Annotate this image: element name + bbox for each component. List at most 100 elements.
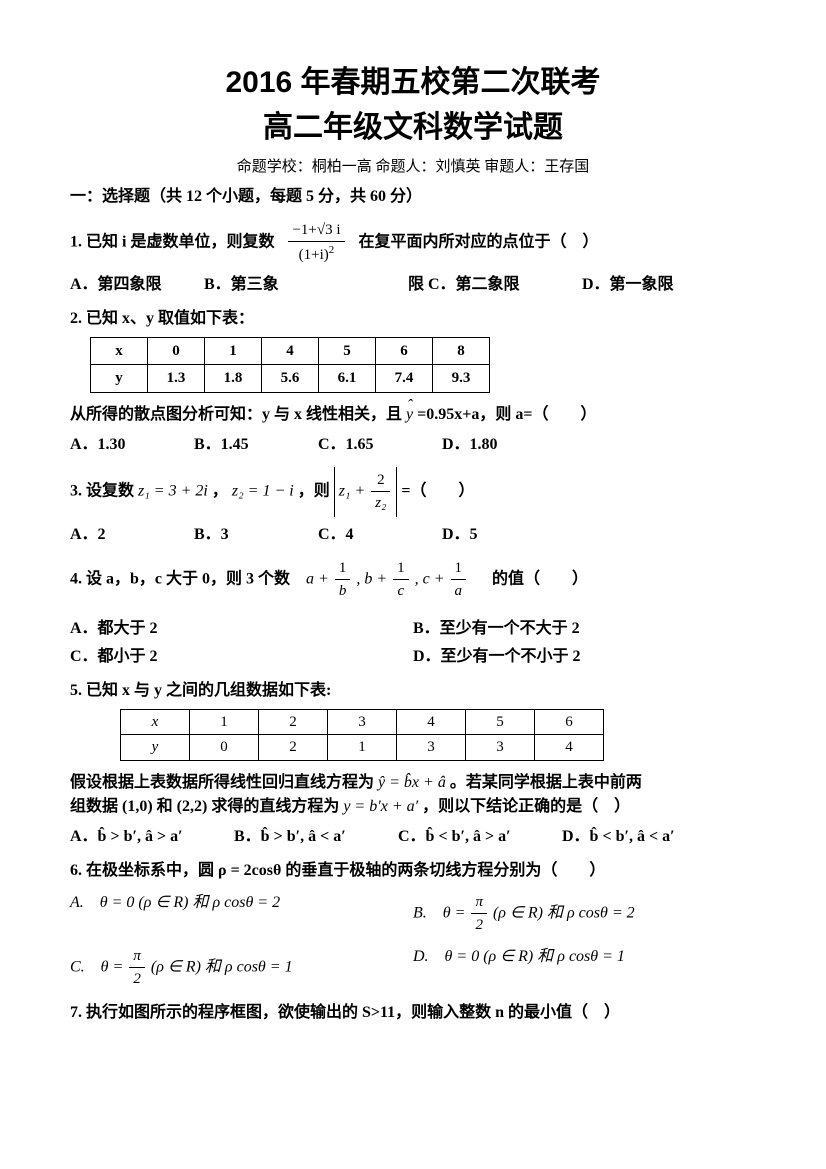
q2-table: x 0 1 4 5 6 8 y 1.3 1.8 5.6 6.1 7.4 9.3 [90, 337, 490, 393]
q2-opt-c: C．1.65 [318, 433, 438, 457]
question-1: 1. 已知 i 是虚数单位，则复数 −1+√3 i (1+i)2 在复平面内所对… [70, 219, 756, 267]
cell: 5.6 [262, 365, 319, 393]
q4-c: , c + [415, 570, 445, 587]
q2-opt-b: B．1.45 [194, 433, 314, 457]
q3-abs-num: 2 [371, 469, 390, 493]
table-row: x 0 1 4 5 6 8 [91, 337, 490, 365]
q2-opt-a: A．1.30 [70, 433, 190, 457]
cell: 1 [190, 709, 259, 735]
q4-f1d: b [339, 583, 347, 599]
q4-options-row2: C．都小于 2 D．至少有一个不小于 2 [70, 645, 756, 669]
q3-abs-den: z₂ [375, 495, 386, 511]
table-row: y 1.3 1.8 5.6 6.1 7.4 9.3 [91, 365, 490, 393]
q2-options: A．1.30 B．1.45 C．1.65 D．1.80 [70, 433, 756, 457]
q1-opt-b: B．第三象 [204, 273, 404, 297]
q1-post: 在复平面内所对应的点位于（ ） [359, 233, 599, 250]
q6-b-num: π [471, 891, 487, 915]
q5-table: x 1 2 3 4 5 6 y 0 2 1 3 3 4 [120, 709, 604, 761]
table-row: x 1 2 3 4 5 6 [121, 709, 604, 735]
cell: 0 [190, 735, 259, 761]
q5-opt-c: C．b̂ < b′, â > a′ [398, 825, 558, 849]
q3-options: A．2 B．3 C．4 D．5 [70, 523, 756, 547]
q4-pre: 4. 设 a，b，c 大于 0，则 3 个数 [70, 570, 290, 587]
q3-opt-a: A．2 [70, 523, 190, 547]
q3-opt-b: B．3 [194, 523, 314, 547]
q1-den: (1+i) [299, 247, 329, 263]
q3-opt-d: D．5 [442, 523, 478, 547]
q6-opt-d: D. θ = 0 (ρ ∈ R) 和 ρ cosθ = 1 [413, 945, 756, 991]
q6-opt-b: B. θ = π2 (ρ ∈ R) 和 ρ cosθ = 2 [413, 891, 756, 937]
q4-f3n: 1 [451, 557, 467, 581]
q6-c-den: 2 [129, 968, 145, 991]
q6-b-post: (ρ ∈ R) 和 ρ cosθ = 2 [493, 904, 635, 921]
q3-z1: z₁ = 3 + 2i [138, 482, 208, 499]
question-7: 7. 执行如图所示的程序框图，欲使输出的 S>11，则输入整数 n 的最小值（ … [70, 1001, 756, 1025]
section-1-heading: 一：选择题（共 12 个小题，每题 5 分，共 60 分） [70, 185, 756, 209]
table-row: y 0 2 1 3 3 4 [121, 735, 604, 761]
q2-tail-pre: 从所得的散点图分析可知：y 与 x 线性相关，且 [70, 406, 402, 423]
cell: y [121, 735, 190, 761]
q4-opt-c: C．都小于 2 [70, 645, 413, 669]
q6-b-pre: B. θ = [413, 904, 465, 921]
cell: 5 [319, 337, 376, 365]
q5-opt-d: D．b̂ < b′, â < a′ [562, 825, 675, 849]
cell: 3 [397, 735, 466, 761]
meta-line: 命题学校：桐柏一高 命题人：刘慎英 审题人：王存国 [70, 156, 756, 179]
cell: 2 [259, 735, 328, 761]
q3-post: =（ ） [401, 482, 474, 499]
q2-tail-post: =0.95x+a，则 a=（ ） [417, 406, 596, 423]
q5-opt-a: A．b̂ > b′, â > a′ [70, 825, 230, 849]
question-2-tail: 从所得的散点图分析可知：y 与 x 线性相关，且 y =0.95x+a，则 a=… [70, 403, 756, 427]
q5-options: A．b̂ > b′, â > a′ B．b̂ > b′, â < a′ C．b̂… [70, 825, 756, 849]
q1-pre: 1. 已知 i 是虚数单位，则复数 [70, 233, 274, 250]
q6-c-post: (ρ ∈ R) 和 ρ cosθ = 1 [151, 958, 293, 975]
cell: 7.4 [376, 365, 433, 393]
cell: x [121, 709, 190, 735]
q5-b2eq: y = b′x + a′ [343, 798, 418, 815]
q4-f3d: a [455, 583, 463, 599]
q4-opt-a: A．都大于 2 [70, 617, 413, 641]
q3-mid2: ，则 [298, 482, 330, 499]
cell: 8 [433, 337, 490, 365]
cell: 3 [466, 735, 535, 761]
q5-opt-b: B．b̂ > b′, â < a′ [234, 825, 394, 849]
q6-row2: C. θ = π2 (ρ ∈ R) 和 ρ cosθ = 1 D. θ = 0 … [70, 945, 756, 991]
cell: 3 [328, 709, 397, 735]
q6-c-pre: C. θ = [70, 958, 123, 975]
q1-options: A．第四象限 B．第三象 限 C．第二象限 D．第一象限 [70, 273, 756, 297]
question-5-body: 假设根据上表数据所得线性回归直线方程为 ŷ = b̂x + â 。若某同学根据上… [70, 771, 756, 819]
cell: 6.1 [319, 365, 376, 393]
question-5-heading: 5. 已知 x 与 y 之间的几组数据如下表: [70, 679, 756, 703]
q6-b-den: 2 [471, 914, 487, 937]
cell: 5 [466, 709, 535, 735]
cell: 4 [535, 735, 604, 761]
q3-abs: z₁ + 2 z₂ [334, 467, 398, 517]
q6-row1: A. θ = 0 (ρ ∈ R) 和 ρ cosθ = 2 B. θ = π2 … [70, 891, 756, 937]
q5-b1eq: ŷ = b̂x + â [378, 774, 446, 791]
cell: 2 [259, 709, 328, 735]
cell: 1 [328, 735, 397, 761]
q4-post: 的值（ ） [492, 570, 588, 587]
q1-exp: 2 [329, 244, 335, 256]
q4-f1n: 1 [335, 557, 351, 581]
q2-yhat: y [406, 403, 413, 427]
q1-fraction: −1+√3 i (1+i)2 [288, 219, 344, 267]
cell: 1 [205, 337, 262, 365]
cell: 1.8 [205, 365, 262, 393]
q4-f2d: c [398, 583, 405, 599]
question-3: 3. 设复数 z₁ = 3 + 2i ， z₂ = 1 − i ，则 z₁ + … [70, 467, 756, 517]
question-6: 6. 在极坐标系中，圆 ρ = 2cosθ 的垂直于极轴的两条切线方程分别为（ … [70, 859, 756, 883]
q3-pre: 3. 设复数 [70, 482, 134, 499]
q4-opt-d: D．至少有一个不小于 2 [413, 645, 756, 669]
q3-z2: z₂ = 1 − i [232, 482, 294, 499]
q4-a: a + [306, 570, 329, 587]
q4-opt-b: B．至少有一个不大于 2 [413, 617, 756, 641]
q5-b1b: 。若某同学根据上表中前两 [450, 774, 642, 791]
q3-abs-left: z₁ + [339, 482, 366, 499]
cell: x [91, 337, 148, 365]
q1-opt-d: D．第一象限 [582, 273, 674, 297]
q3-opt-c: C．4 [318, 523, 438, 547]
q1-opt-c: 限 C．第二象限 [408, 273, 578, 297]
q6-opt-a: A. θ = 0 (ρ ∈ R) 和 ρ cosθ = 2 [70, 891, 413, 937]
q1-opt-a: A．第四象限 [70, 273, 200, 297]
